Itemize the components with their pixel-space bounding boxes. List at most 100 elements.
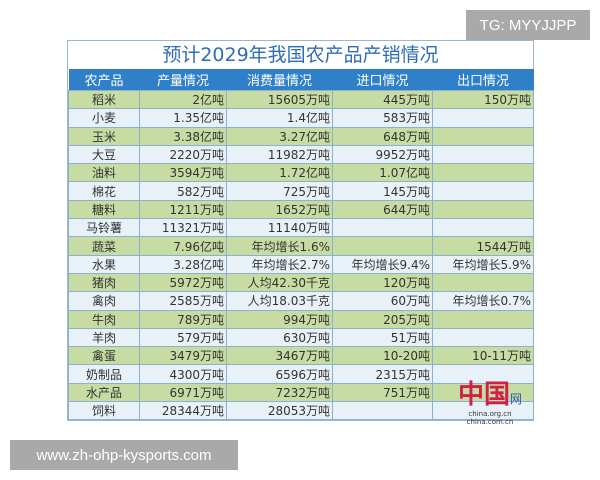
table-cell: 579万吨 <box>139 327 227 348</box>
table-cell: 5972万吨 <box>139 272 227 293</box>
table-cell: 6971万吨 <box>139 382 227 403</box>
product-name: 禽肉 <box>68 291 140 311</box>
table-cell <box>432 382 534 403</box>
table-cell <box>432 327 534 348</box>
table-cell: 3.38亿吨 <box>139 126 227 146</box>
table-cell: 3.27亿吨 <box>226 126 333 146</box>
table-cell: 年均增长5.9% <box>432 254 534 274</box>
table-cell: 648万吨 <box>332 126 433 146</box>
table-row: 大豆 2220万吨 11982万吨 9952万吨 <box>68 144 534 165</box>
table-row: 牛肉 789万吨 994万吨 205万吨 <box>68 309 534 329</box>
product-name: 大豆 <box>68 144 140 165</box>
product-name: 棉花 <box>68 181 140 201</box>
table-cell: 15605万吨 <box>226 89 333 110</box>
table-cell: 150万吨 <box>432 89 534 110</box>
table-cell: 994万吨 <box>226 309 333 329</box>
table-cell: 725万吨 <box>226 181 333 201</box>
table-cell <box>432 401 534 421</box>
product-name: 稻米 <box>68 89 140 110</box>
product-name: 油料 <box>68 163 140 183</box>
china-net-logo: 中国网 china.org.cn china.com.cn <box>455 380 525 440</box>
table-cell: 7.96亿吨 <box>139 236 227 256</box>
table-cell <box>332 236 433 256</box>
table-cell: 2585万吨 <box>139 291 227 311</box>
table-cell: 1652万吨 <box>226 199 333 220</box>
table-cell: 年均增长9.4% <box>332 254 433 274</box>
table-cell <box>432 309 534 329</box>
table-cell <box>432 272 534 293</box>
table-cell: 789万吨 <box>139 309 227 329</box>
table-cell <box>432 199 534 220</box>
table-row: 饲料 28344万吨 28053万吨 <box>68 401 534 421</box>
product-name: 饲料 <box>68 401 140 421</box>
table-cell: 751万吨 <box>332 382 433 403</box>
production-table: 预计2029年我国农产品产销情况 农产品 产量情况 消费量情况 进口情况 出口情况 稻米… <box>67 40 534 422</box>
product-name: 糖料 <box>68 199 140 220</box>
table-cell: 3467万吨 <box>226 346 333 366</box>
table-title: 预计2029年我国农产品产销情况 <box>162 44 439 66</box>
product-name: 小麦 <box>68 108 140 128</box>
table-cell: 11140万吨 <box>226 218 333 238</box>
table-cell: 3.28亿吨 <box>139 254 227 274</box>
table-cell <box>432 163 534 183</box>
table-cell: 2亿吨 <box>139 89 227 110</box>
logo-mark: 中国 <box>457 380 510 410</box>
table-cell: 10-20吨 <box>332 346 433 366</box>
table-cell: 4300万吨 <box>139 364 227 384</box>
table-cell <box>432 181 534 201</box>
table-cell: 11321万吨 <box>139 218 227 238</box>
table-cell: 51万吨 <box>332 327 433 348</box>
table-cell: 1.4亿吨 <box>226 108 333 128</box>
column-header: 产量情况 <box>139 69 227 91</box>
logo-suffix: 网 <box>510 392 523 406</box>
telegram-badge: TG: MYYJJPP <box>466 10 590 40</box>
table-cell: 582万吨 <box>139 181 227 201</box>
product-name: 羊肉 <box>68 327 140 348</box>
table-cell: 205万吨 <box>332 309 433 329</box>
product-name: 奶制品 <box>68 364 140 384</box>
table-cell: 10-11万吨 <box>432 346 534 366</box>
column-header: 农产品 <box>68 69 140 91</box>
table-cell: 1.35亿吨 <box>139 108 227 128</box>
table-cell: 28344万吨 <box>139 401 227 421</box>
table-cell: 2220万吨 <box>139 144 227 165</box>
table-row: 棉花 582万吨 725万吨 145万吨 <box>68 181 534 201</box>
table-cell <box>332 218 433 238</box>
table-row: 稻米 2亿吨 15605万吨 445万吨 150万吨 <box>68 89 534 110</box>
table-cell: 60万吨 <box>332 291 433 311</box>
table-cell <box>332 401 433 421</box>
table-cell: 120万吨 <box>332 272 433 293</box>
column-header: 消费量情况 <box>226 69 333 91</box>
product-name: 禽蛋 <box>68 346 140 366</box>
table-row: 猪肉 5972万吨 人均42.30千克 120万吨 <box>68 272 534 293</box>
product-name: 水产品 <box>68 382 140 403</box>
table-row: 奶制品 4300万吨 6596万吨 2315万吨 <box>68 364 534 384</box>
table-cell: 人均18.03千克 <box>226 291 333 311</box>
table-header: 农产品 产量情况 消费量情况 进口情况 出口情况 <box>68 69 534 91</box>
table-cell: 583万吨 <box>332 108 433 128</box>
column-header: 进口情况 <box>332 69 433 91</box>
table-cell <box>432 108 534 128</box>
table-cell: 3479万吨 <box>139 346 227 366</box>
table-cell: 644万吨 <box>332 199 433 220</box>
table-cell: 年均增长1.6% <box>226 236 333 256</box>
table-cell: 1.07亿吨 <box>332 163 433 183</box>
table-row: 油料 3594万吨 1.72亿吨 1.07亿吨 <box>68 163 534 183</box>
logo-url-2: china.com.cn <box>466 418 514 426</box>
table-row: 小麦 1.35亿吨 1.4亿吨 583万吨 <box>68 108 534 128</box>
product-name: 水果 <box>68 254 140 274</box>
table-cell <box>432 218 534 238</box>
table-cell <box>432 364 534 384</box>
table-row: 玉米 3.38亿吨 3.27亿吨 648万吨 <box>68 126 534 146</box>
table-cell <box>432 144 534 165</box>
table-cell: 630万吨 <box>226 327 333 348</box>
table-cell: 6596万吨 <box>226 364 333 384</box>
table-cell: 1544万吨 <box>432 236 534 256</box>
table-row: 羊肉 579万吨 630万吨 51万吨 <box>68 327 534 348</box>
table-row: 糖料 1211万吨 1652万吨 644万吨 <box>68 199 534 220</box>
table-cell: 9952万吨 <box>332 144 433 165</box>
product-name: 蔬菜 <box>68 236 140 256</box>
table-row: 马铃薯 11321万吨 11140万吨 <box>68 218 534 238</box>
table-cell: 2315万吨 <box>332 364 433 384</box>
table-cell: 445万吨 <box>332 89 433 110</box>
